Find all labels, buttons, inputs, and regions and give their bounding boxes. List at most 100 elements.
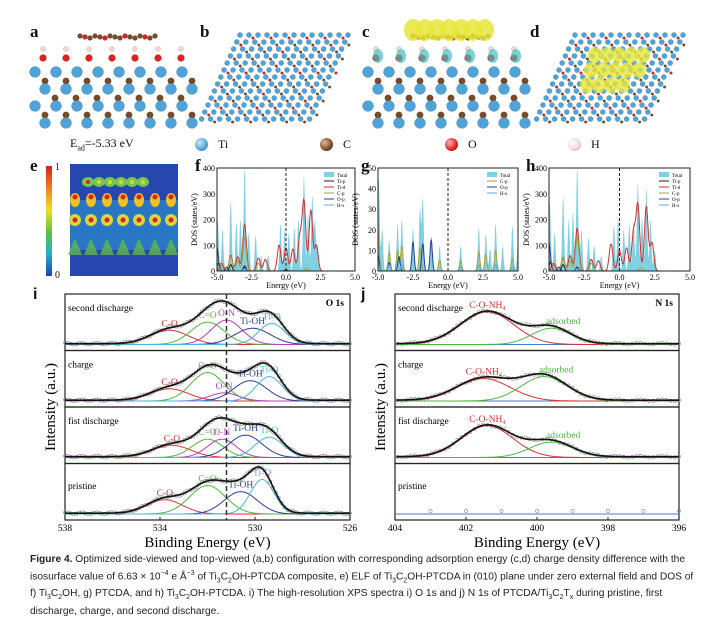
ti-atom	[230, 46, 237, 52]
x-tick-label: -5.0	[372, 273, 385, 282]
ti-atom	[144, 117, 156, 129]
ti-atom	[297, 116, 304, 122]
x-tick-label: 2.5	[650, 273, 660, 282]
ti-atom	[308, 53, 315, 59]
ti-atom	[632, 116, 639, 122]
ti-atom	[279, 116, 286, 122]
c-atom	[626, 106, 630, 110]
ti-atom	[621, 102, 627, 108]
caption-segment: e Å	[168, 570, 187, 582]
o-atom-icon	[445, 138, 458, 151]
y-tick-label: 0	[543, 267, 547, 276]
c-atom	[572, 85, 577, 89]
ti-atom	[329, 67, 335, 73]
c-atom	[560, 113, 564, 117]
c-atom	[82, 34, 88, 40]
x-tick-label: 5.0	[513, 273, 523, 282]
ti-atom	[155, 66, 167, 78]
isosurface-negative	[442, 49, 452, 63]
ti-atom	[519, 117, 531, 129]
legend-ti: Ti	[195, 137, 228, 152]
ti-atom	[242, 60, 248, 66]
ti-atom	[643, 74, 649, 80]
c-atom-icon	[320, 138, 333, 151]
ti-atom	[558, 81, 565, 87]
c-atom	[257, 43, 261, 47]
y-tick-label: 400	[535, 164, 547, 173]
elf-core	[136, 217, 142, 223]
xps-data-point	[279, 438, 284, 443]
c-atom	[547, 120, 552, 124]
ti-atom	[661, 74, 667, 80]
elf-oh	[134, 193, 144, 207]
isosurface-positive	[592, 77, 606, 93]
ti-atom	[238, 88, 245, 94]
ti-atom	[81, 83, 93, 95]
ti-atom	[309, 109, 316, 115]
y-tick-label: 0	[372, 267, 376, 276]
ti-atom	[509, 100, 521, 112]
isosurface-positive	[596, 62, 610, 78]
c-atom	[256, 64, 260, 68]
ti-atom	[245, 53, 252, 59]
ti-atom	[372, 117, 384, 129]
panel-label-c: c	[362, 22, 370, 41]
ti-atom	[29, 66, 41, 78]
legend-label: Total	[337, 174, 348, 179]
ti-atom	[477, 117, 489, 129]
ti-atom	[144, 83, 156, 95]
xps-peak-label: Ti-OH	[228, 481, 253, 491]
ti-atom	[661, 53, 668, 59]
x-tick-label: 402	[459, 524, 474, 534]
xps-envelope	[65, 417, 350, 458]
peak-label-text: C=O	[198, 362, 217, 372]
isosurface-negative	[465, 49, 475, 63]
y-tick-label: 100	[535, 241, 547, 250]
c-atom	[243, 92, 247, 96]
ti-atom	[642, 95, 649, 101]
ti-atom	[648, 102, 654, 108]
xps-peak-label: C-O	[161, 378, 178, 388]
xps-envelope	[396, 310, 679, 345]
ti-atom	[600, 109, 606, 115]
ti-atom	[286, 81, 293, 87]
y-axis-label: DOS (states/eV)	[190, 193, 199, 246]
ti-atom	[630, 102, 636, 108]
ti-atom	[273, 109, 280, 115]
elf-core	[152, 194, 158, 200]
ti-atom	[311, 46, 318, 52]
c-atom	[640, 36, 644, 40]
x-tick-label: 538	[58, 524, 73, 534]
ti-atom	[636, 88, 643, 94]
ti-atom	[293, 67, 299, 73]
c-atom	[213, 120, 217, 124]
isosurface-positive	[624, 47, 638, 63]
h-atom	[155, 46, 161, 52]
legend-label: H-s	[500, 192, 507, 197]
ti-atom	[253, 95, 260, 101]
c-atom	[122, 33, 128, 39]
peak-label-text: adsorbed	[546, 431, 581, 441]
ti-atom	[326, 53, 333, 59]
xps-peak-label: C-O	[157, 489, 174, 499]
ti-atom	[277, 81, 284, 87]
xps-component-ti-o	[65, 322, 350, 345]
elf-c	[100, 238, 114, 255]
ti-atom	[123, 83, 135, 95]
c-atom	[274, 64, 278, 68]
isosurface-negative	[511, 49, 521, 63]
ti-atom	[608, 32, 614, 38]
ti-atom	[623, 39, 629, 45]
xps-data-point	[451, 327, 456, 332]
c-atom	[585, 57, 589, 61]
ti-atom	[299, 53, 306, 59]
ti-atom	[302, 67, 308, 73]
c-atom	[249, 120, 253, 124]
ti-atom	[362, 66, 374, 78]
h-atom	[109, 46, 115, 52]
ti-atom	[306, 116, 313, 122]
ti-atom	[268, 102, 274, 108]
xps-data-point	[677, 509, 681, 513]
ti-atom	[555, 109, 561, 115]
xps-peak-label: C=O	[198, 362, 217, 372]
